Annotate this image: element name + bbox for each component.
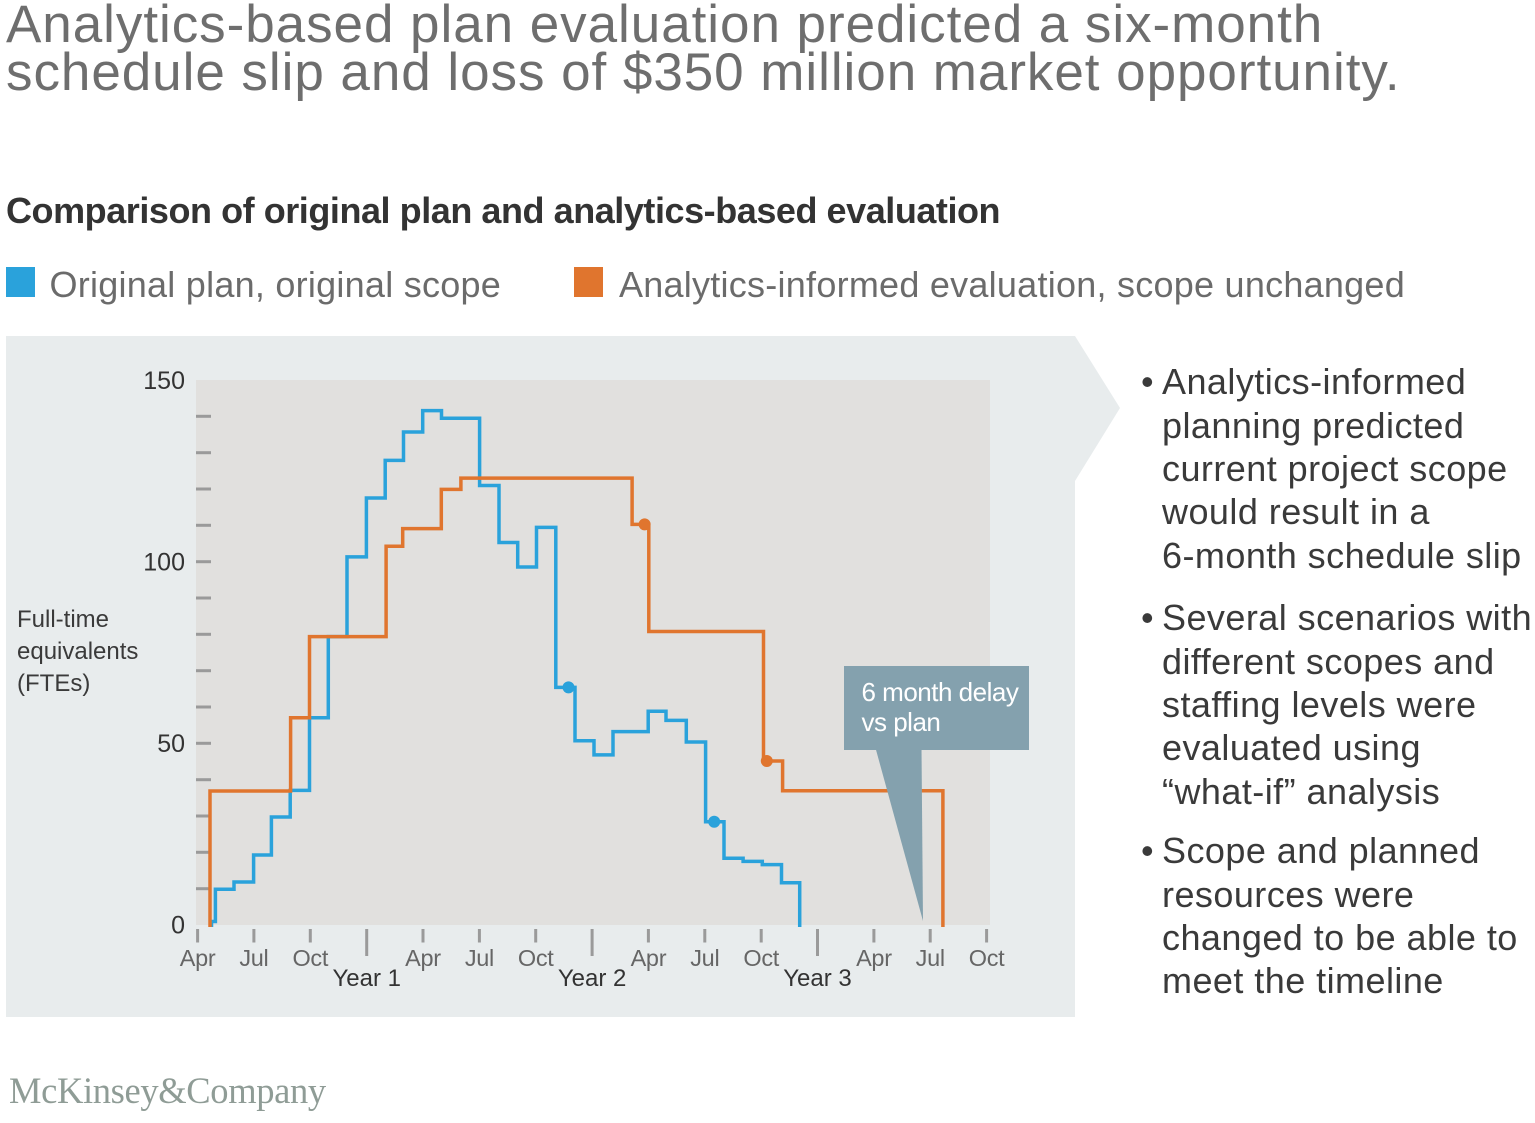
svg-text:150: 150: [143, 367, 185, 395]
svg-text:50: 50: [157, 730, 185, 758]
svg-text:Apr: Apr: [631, 945, 667, 971]
svg-text:100: 100: [143, 549, 185, 577]
svg-text:Apr: Apr: [405, 945, 441, 971]
svg-text:Year 2: Year 2: [558, 965, 627, 992]
svg-text:Jul: Jul: [239, 945, 268, 971]
svg-text:Jul: Jul: [916, 945, 945, 971]
svg-text:Jul: Jul: [690, 945, 719, 971]
svg-text:Apr: Apr: [856, 945, 892, 971]
svg-text:Apr: Apr: [180, 945, 216, 971]
svg-text:Oct: Oct: [969, 945, 1005, 971]
svg-text:0: 0: [171, 912, 185, 940]
svg-text:Year 1: Year 1: [332, 965, 401, 992]
svg-text:Oct: Oct: [292, 945, 328, 971]
svg-text:Oct: Oct: [518, 945, 554, 971]
svg-text:Year 3: Year 3: [783, 965, 852, 992]
svg-text:Jul: Jul: [465, 945, 494, 971]
svg-text:Oct: Oct: [743, 945, 779, 971]
